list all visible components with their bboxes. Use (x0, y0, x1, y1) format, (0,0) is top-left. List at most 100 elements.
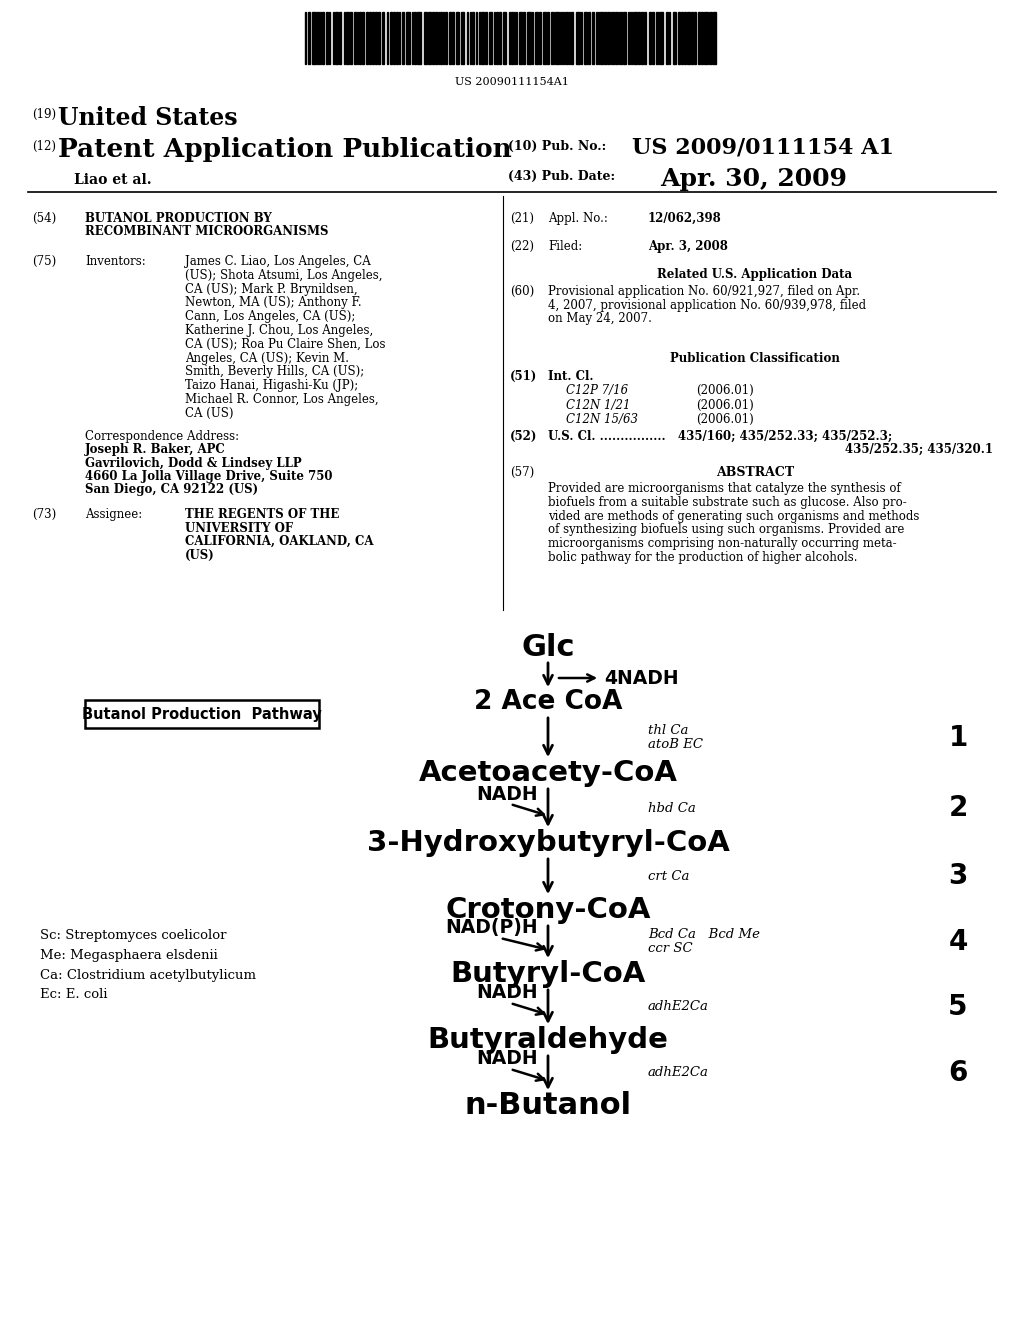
Text: US 2009/0111154 A1: US 2009/0111154 A1 (632, 137, 894, 158)
Text: 2 Ace CoA: 2 Ace CoA (474, 689, 623, 715)
Text: Appl. No.:: Appl. No.: (548, 213, 608, 224)
Text: (12): (12) (32, 140, 56, 153)
Text: United States: United States (58, 106, 238, 129)
Bar (350, 12, 352, 63)
Text: Liao et al.: Liao et al. (74, 173, 152, 187)
Bar (612, 12, 614, 63)
Text: 4NADH: 4NADH (604, 668, 679, 688)
Text: bolic pathway for the production of higher alcohols.: bolic pathway for the production of high… (548, 550, 857, 564)
Text: San Diego, CA 92122 (US): San Diego, CA 92122 (US) (85, 483, 258, 496)
Text: Publication Classification: Publication Classification (670, 352, 840, 366)
Bar (312, 12, 316, 63)
Text: (51): (51) (510, 370, 538, 383)
Text: THE REGENTS OF THE: THE REGENTS OF THE (185, 508, 339, 521)
Text: Acetoacety-CoA: Acetoacety-CoA (419, 759, 678, 787)
Bar (346, 12, 349, 63)
Text: (54): (54) (32, 213, 56, 224)
Text: Michael R. Connor, Los Angeles,: Michael R. Connor, Los Angeles, (185, 393, 379, 407)
Bar (523, 12, 525, 63)
Text: adhE2Ca: adhE2Ca (648, 1001, 709, 1014)
Text: C12P 7/16: C12P 7/16 (566, 384, 628, 397)
Bar (485, 12, 487, 63)
Text: (2006.01): (2006.01) (696, 384, 754, 397)
Bar (698, 12, 700, 63)
Text: (2006.01): (2006.01) (696, 399, 754, 412)
Text: atoB EC: atoB EC (648, 738, 703, 751)
Text: Patent Application Publication: Patent Application Publication (58, 137, 512, 162)
Bar (499, 12, 501, 63)
Bar (634, 12, 637, 63)
Text: (43) Pub. Date:: (43) Pub. Date: (508, 170, 615, 183)
Text: UNIVERSITY OF: UNIVERSITY OF (185, 521, 293, 535)
Bar (652, 12, 654, 63)
Text: NAD(P)H: NAD(P)H (445, 919, 538, 937)
Bar (481, 12, 484, 63)
Text: Butyraldehyde: Butyraldehyde (428, 1026, 669, 1053)
Bar (375, 12, 377, 63)
Bar (620, 12, 622, 63)
Text: James C. Liao, Los Angeles, CA: James C. Liao, Los Angeles, CA (185, 255, 371, 268)
Bar (584, 12, 587, 63)
Text: (52): (52) (510, 430, 538, 444)
Text: adhE2Ca: adhE2Ca (648, 1067, 709, 1080)
Text: 3-Hydroxybutyryl-CoA: 3-Hydroxybutyryl-CoA (367, 829, 729, 857)
Bar (402, 12, 404, 63)
Text: CA (US): CA (US) (185, 407, 233, 420)
Bar (687, 12, 690, 63)
Text: (22): (22) (510, 240, 534, 253)
Text: (21): (21) (510, 213, 534, 224)
Bar (519, 12, 522, 63)
Text: Joseph R. Baker, APC: Joseph R. Baker, APC (85, 444, 225, 455)
Bar (432, 12, 434, 63)
Bar (322, 12, 324, 63)
Text: Newton, MA (US); Anthony F.: Newton, MA (US); Anthony F. (185, 297, 361, 309)
Bar (644, 12, 646, 63)
Bar (359, 12, 361, 63)
Bar (691, 12, 693, 63)
Text: (73): (73) (32, 508, 56, 521)
Text: C12N 15/63: C12N 15/63 (566, 413, 638, 426)
Text: hbd Ca: hbd Ca (648, 801, 695, 814)
Text: Butyryl-CoA: Butyryl-CoA (451, 960, 645, 987)
Text: ccr SC: ccr SC (648, 942, 692, 956)
Bar (681, 12, 683, 63)
Text: (US); Shota Atsumi, Los Angeles,: (US); Shota Atsumi, Los Angeles, (185, 269, 383, 281)
Bar (308, 12, 310, 63)
Text: C12N 1/21: C12N 1/21 (566, 399, 631, 412)
Text: on May 24, 2007.: on May 24, 2007. (548, 312, 652, 325)
Text: 435/252.35; 435/320.1: 435/252.35; 435/320.1 (845, 444, 993, 455)
Bar (85, 700, 319, 729)
Text: 4660 La Jolla Village Drive, Suite 750: 4660 La Jolla Village Drive, Suite 750 (85, 470, 333, 483)
Text: (10) Pub. No.:: (10) Pub. No.: (508, 140, 606, 153)
Text: Assignee:: Assignee: (85, 508, 142, 521)
Bar (547, 12, 549, 63)
Text: U.S. Cl. ................: U.S. Cl. ................ (548, 430, 666, 444)
Text: (19): (19) (32, 108, 56, 121)
Text: (60): (60) (510, 285, 535, 298)
Text: Ca: Clostridium acetylbutylicum: Ca: Clostridium acetylbutylicum (40, 969, 256, 982)
Bar (372, 12, 374, 63)
Bar (527, 12, 531, 63)
Bar (684, 12, 686, 63)
Text: Int. Cl.: Int. Cl. (548, 370, 594, 383)
Text: BUTANOL PRODUCTION BY: BUTANOL PRODUCTION BY (85, 213, 271, 224)
Bar (489, 12, 492, 63)
Bar (417, 12, 421, 63)
Bar (428, 12, 431, 63)
Bar (592, 12, 594, 63)
Text: Filed:: Filed: (548, 240, 583, 253)
Text: Glc: Glc (521, 634, 574, 663)
Bar (362, 12, 364, 63)
Text: Gavrilovich, Dodd & Lindsey LLP: Gavrilovich, Dodd & Lindsey LLP (85, 457, 302, 470)
Text: CA (US); Mark P. Brynildsen,: CA (US); Mark P. Brynildsen, (185, 282, 357, 296)
Bar (713, 12, 716, 63)
Text: Correspondence Address:: Correspondence Address: (85, 430, 240, 444)
Bar (390, 12, 392, 63)
Bar (449, 12, 451, 63)
Text: (US): (US) (185, 549, 215, 561)
Text: Smith, Beverly Hills, CA (US);: Smith, Beverly Hills, CA (US); (185, 366, 365, 379)
Bar (678, 12, 680, 63)
Bar (440, 12, 442, 63)
Bar (638, 12, 640, 63)
Bar (607, 12, 609, 63)
